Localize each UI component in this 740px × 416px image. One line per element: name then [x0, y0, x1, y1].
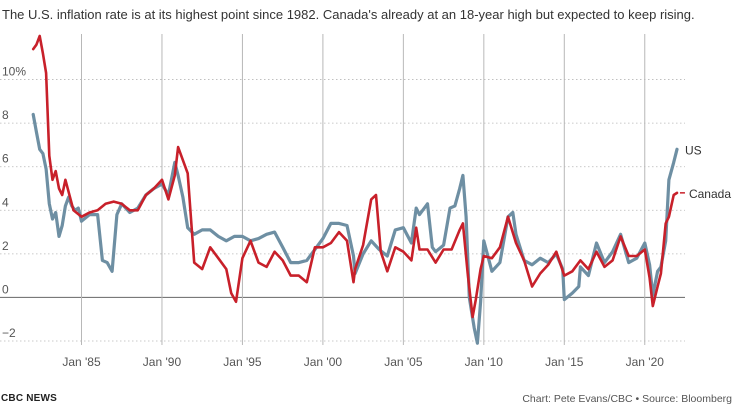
series-label-us: US [685, 143, 702, 157]
x-tick-label-7: Jan '20 [626, 355, 665, 369]
x-tick-label-0: Jan '85 [62, 355, 101, 369]
y-tick-label-5: 8 [2, 108, 9, 122]
y-axis-labels: −2 0 2 4 6 8 10% [2, 65, 26, 340]
x-tick-label-6: Jan '15 [545, 355, 584, 369]
series-line-canada [31, 34, 679, 319]
footer-source-logo: CBC NEWS [1, 393, 58, 404]
grid-layer [0, 34, 685, 345]
chart-subtitle: The U.S. inflation rate is at its highes… [2, 7, 695, 22]
x-tick-label-5: Jan '10 [465, 355, 504, 369]
x-tick-label-4: Jan '05 [384, 355, 423, 369]
y-tick-label-3: 4 [2, 195, 9, 209]
y-tick-label-1: 0 [2, 282, 9, 296]
series-line-us [31, 112, 679, 345]
footer-credit: Chart: Pete Evans/CBC • Source: Bloomber… [522, 393, 732, 405]
y-tick-label-0: −2 [2, 326, 16, 340]
x-tick-label-1: Jan '90 [143, 355, 182, 369]
series-layer [31, 34, 679, 345]
x-tick-label-3: Jan '00 [304, 355, 343, 369]
x-tick-label-2: Jan '95 [223, 355, 262, 369]
y-tick-label-4: 6 [2, 152, 9, 166]
x-axis-labels: Jan '85 Jan '90 Jan '95 Jan '00 Jan '05 Jan '… [62, 355, 664, 369]
y-tick-label-2: 2 [2, 239, 9, 253]
series-label-canada: Canada [689, 187, 731, 201]
series-labels: US Canada [679, 143, 731, 201]
y-tick-label-6: 10% [2, 65, 26, 79]
